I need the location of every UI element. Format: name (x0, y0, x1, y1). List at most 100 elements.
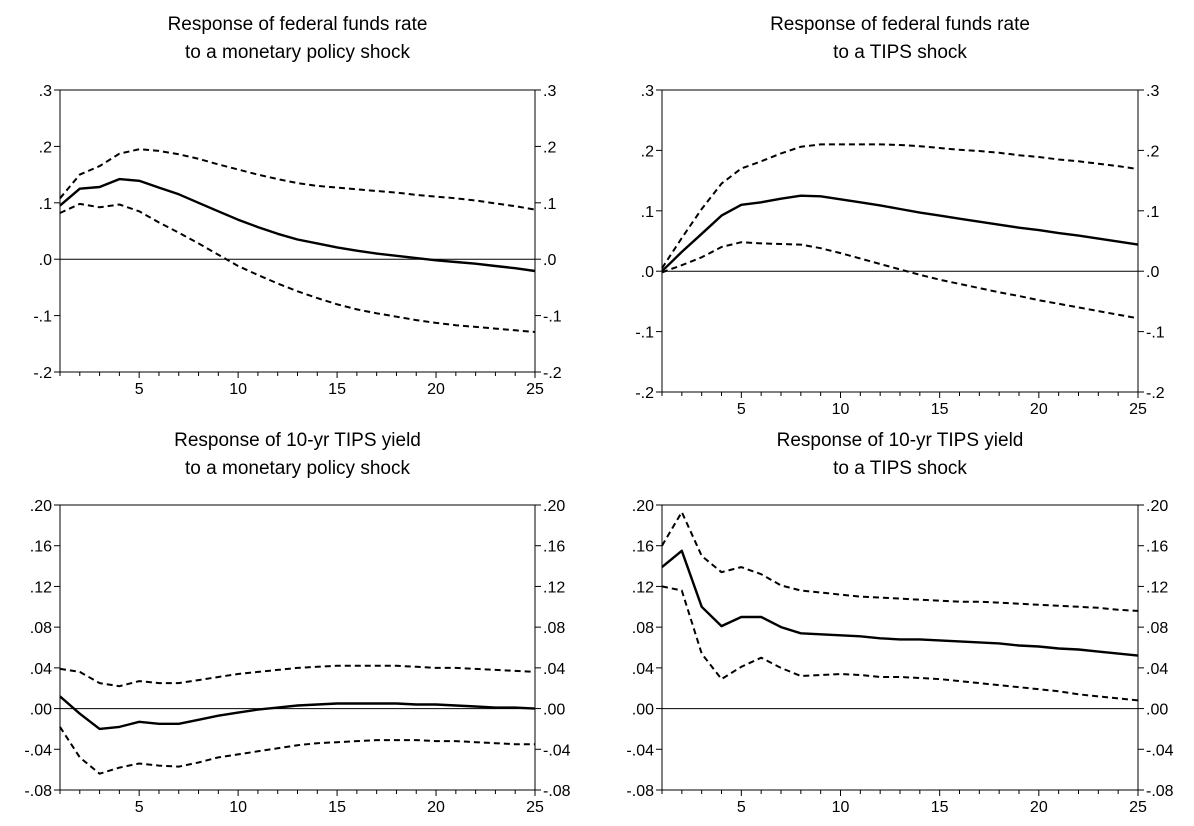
series-line-confidence-band-2 (59, 726, 535, 775)
x-tick-label: 10 (229, 381, 247, 398)
x-tick-label: 20 (427, 381, 445, 398)
series-line-confidence-band-2 (661, 585, 1139, 702)
y-tick-label-left: .08 (632, 620, 654, 637)
y-tick-label-right: .08 (543, 620, 565, 637)
y-tick-label-left: -.2 (33, 365, 52, 382)
y-tick-label-left: -.04 (626, 742, 654, 759)
chart-title-line-2: to a monetary policy shock (185, 458, 410, 479)
y-tick-label-right: -.04 (543, 742, 571, 759)
x-tick-label: 10 (832, 799, 850, 816)
chart-panel-2: Response of federal funds rate to a TIPS … (635, 14, 1164, 418)
y-tick-label-right: -.2 (1146, 385, 1165, 402)
y-tick-label-right: .16 (543, 539, 565, 556)
y-tick-label-right: .3 (543, 83, 556, 100)
plot-frame (59, 89, 536, 373)
y-tick-label-left: .3 (641, 83, 654, 100)
x-tick-label: 5 (135, 799, 144, 816)
y-tick-label-right: .3 (1146, 83, 1159, 100)
y-tick-label-left: .3 (39, 83, 52, 100)
chart-panel-3: Response of 10-yr TIPS yield to a monetar… (24, 430, 570, 816)
y-tick-label-left: .00 (30, 702, 52, 719)
y-tick-label-right: .04 (543, 661, 565, 678)
y-tick-label-left: .16 (632, 539, 654, 556)
x-tick-label: 20 (1030, 799, 1048, 816)
series-line-confidence-band-1 (59, 664, 536, 688)
y-tick-label-left: -.08 (626, 783, 654, 800)
y-tick-label-right: .20 (1146, 498, 1168, 515)
y-tick-label-right: .00 (543, 702, 565, 719)
y-tick-label-right: .0 (1146, 264, 1159, 281)
series-line-response (59, 177, 536, 273)
plot-frame (661, 89, 1139, 393)
x-tick-label: 25 (1129, 401, 1147, 418)
x-tick-label: 25 (526, 799, 544, 816)
y-tick-label-left: .16 (30, 539, 52, 556)
y-tick-label-left: .12 (30, 579, 52, 596)
x-tick-label: 10 (229, 799, 247, 816)
series-line-confidence-band-2 (59, 202, 536, 333)
x-tick-label: 25 (1129, 799, 1147, 816)
y-tick-label-right: -.08 (543, 783, 571, 800)
y-tick-label-right: .1 (1146, 204, 1159, 221)
chart-panel-4: Response of 10-yr TIPS yield to a TIPS sh… (626, 430, 1173, 816)
chart-title-line-1: Response of federal funds rate (168, 14, 428, 35)
y-tick-label-left: .1 (641, 204, 654, 221)
x-tick-label: 15 (931, 401, 949, 418)
y-tick-label-right: -.04 (1146, 742, 1174, 759)
series-line-confidence-band-1 (661, 511, 1139, 612)
y-tick-label-right: -.08 (1146, 783, 1174, 800)
series-line-response (661, 549, 1139, 657)
y-tick-label-right: .04 (1146, 661, 1168, 678)
y-tick-label-right: .16 (1146, 539, 1168, 556)
series-line-response (661, 194, 1139, 273)
y-tick-label-left: .12 (632, 579, 654, 596)
y-tick-label-left: .04 (30, 661, 52, 678)
x-tick-label: 20 (1030, 401, 1048, 418)
y-tick-label-right: .12 (1146, 579, 1168, 596)
y-tick-label-left: .0 (641, 264, 654, 281)
y-tick-label-right: .00 (1146, 702, 1168, 719)
x-tick-label: 15 (931, 799, 949, 816)
series-line-confidence-band-2 (661, 241, 1139, 320)
y-tick-label-left: .1 (39, 196, 52, 213)
y-tick-label-left: -.1 (635, 325, 654, 342)
series-line-response (59, 695, 536, 731)
y-tick-label-left: .00 (632, 702, 654, 719)
chart-title-line-2: to a TIPS shock (833, 458, 967, 479)
plot-frame (59, 504, 536, 791)
y-tick-label-right: -.1 (543, 309, 562, 326)
y-tick-label-left: .0 (39, 252, 52, 269)
x-tick-label: 10 (832, 401, 850, 418)
x-tick-label: 5 (135, 381, 144, 398)
y-tick-label-left: -.04 (24, 742, 52, 759)
y-tick-label-left: .2 (39, 139, 52, 156)
y-tick-label-right: .0 (543, 252, 556, 269)
y-tick-label-left: .08 (30, 620, 52, 637)
plot-frame (661, 504, 1139, 791)
x-tick-label: 25 (526, 381, 544, 398)
y-tick-label-right: -.1 (1146, 325, 1165, 342)
y-tick-label-right: .2 (1146, 143, 1159, 160)
chart-title-line-1: Response of federal funds rate (770, 14, 1030, 35)
y-tick-label-right: .08 (1146, 620, 1168, 637)
y-tick-label-left: .20 (632, 498, 654, 515)
y-tick-label-left: .2 (641, 143, 654, 160)
chart-title-line-2: to a monetary policy shock (185, 42, 410, 63)
y-tick-label-right: .20 (543, 498, 565, 515)
x-tick-label: 15 (328, 381, 346, 398)
y-tick-label-right: .2 (543, 139, 556, 156)
y-tick-label-left: -.08 (24, 783, 52, 800)
chart-title-line-1: Response of 10-yr TIPS yield (777, 430, 1024, 451)
x-tick-label: 15 (328, 799, 346, 816)
chart-title-line-1: Response of 10-yr TIPS yield (174, 430, 421, 451)
y-tick-label-left: -.1 (33, 309, 52, 326)
x-tick-label: 5 (737, 799, 746, 816)
chart-title-line-2: to a TIPS shock (833, 42, 967, 63)
y-tick-label-left: .20 (30, 498, 52, 515)
y-tick-label-right: -.2 (543, 365, 562, 382)
y-tick-label-left: -.2 (635, 385, 654, 402)
x-tick-label: 5 (737, 401, 746, 418)
chart-panel-1: Response of federal funds rate to a monet… (33, 14, 561, 398)
y-tick-label-left: .04 (632, 661, 654, 678)
